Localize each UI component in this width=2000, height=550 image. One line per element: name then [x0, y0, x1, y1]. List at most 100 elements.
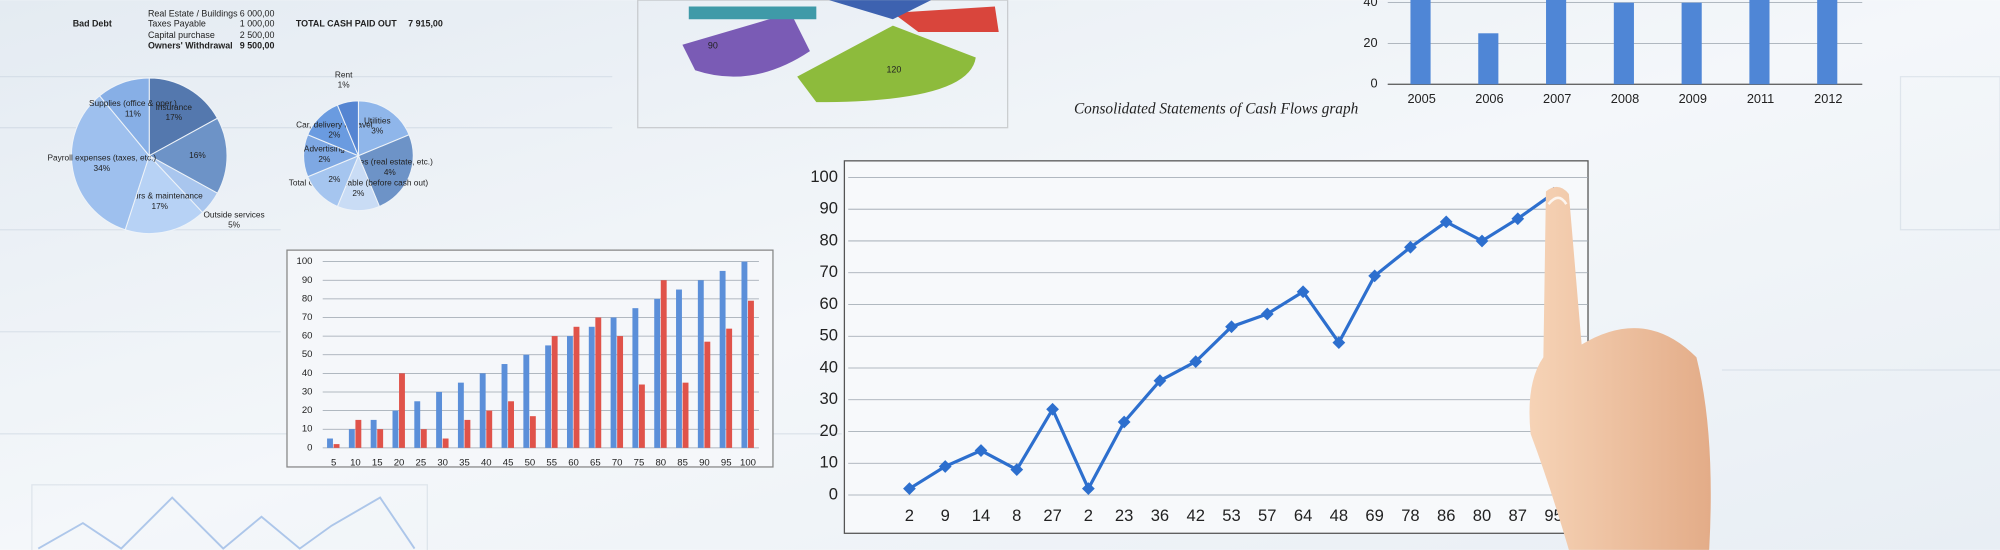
bar — [697, 280, 704, 448]
bar — [682, 382, 689, 448]
bar — [355, 419, 362, 448]
bar — [638, 384, 645, 448]
y-tick-label: 60 — [302, 331, 313, 342]
slice-value: 17% — [151, 201, 168, 211]
x-tick-label: 2009 — [1679, 91, 1707, 106]
x-tick-label: 85 — [677, 458, 688, 469]
pie-label: 120 — [886, 65, 901, 75]
slice-label: Repairs & maintenance — [117, 191, 203, 201]
y-tick-label: 60 — [820, 294, 838, 313]
data-point — [1046, 402, 1059, 416]
slice-value: 1% — [338, 80, 351, 90]
bar — [420, 429, 427, 448]
bar — [573, 326, 580, 448]
x-tick-label: 64 — [1294, 506, 1312, 525]
bar — [392, 410, 399, 448]
x-tick-label: 2006 — [1475, 91, 1503, 106]
data-point — [1260, 307, 1274, 321]
y-tick-label: 20 — [820, 421, 838, 440]
x-tick-label: 55 — [546, 458, 557, 469]
y-tick-label: 0 — [307, 442, 312, 453]
table-cell: Owners' Withdrawal — [148, 40, 233, 50]
data-point — [1189, 355, 1203, 369]
bar — [529, 416, 536, 448]
x-tick-label: 69 — [1365, 506, 1383, 525]
x-tick-label: 86 — [1437, 506, 1455, 525]
x-tick-label: 78 — [1401, 506, 1419, 525]
y-tick-label: 100 — [810, 167, 838, 186]
y-tick-label: 30 — [820, 389, 838, 408]
y-tick-label: 70 — [820, 262, 838, 281]
slice-label: Utilities — [364, 115, 391, 125]
bar — [719, 270, 726, 448]
x-tick-label: 57 — [1258, 506, 1276, 525]
data-point — [1081, 482, 1095, 496]
slice-label: Rent — [335, 69, 353, 79]
bar — [1749, 0, 1770, 85]
x-tick-label: 27 — [1043, 506, 1061, 525]
x-tick-label: 30 — [437, 458, 448, 469]
bar — [1546, 0, 1567, 85]
slice-label: Car, delivery & travel — [296, 120, 373, 130]
pie-slice — [357, 100, 410, 157]
x-tick-label: 8 — [1012, 506, 1021, 525]
bar — [333, 444, 340, 448]
x-tick-label: 2005 — [1407, 91, 1435, 106]
slice-label: Outside services — [203, 209, 264, 219]
table-cell: 9 500,00 — [240, 40, 275, 50]
table-cell: TOTAL CASH PAID OUT — [296, 19, 397, 29]
slice-value: 2% — [328, 174, 341, 184]
x-tick-label: 48 — [1330, 506, 1348, 525]
caption: Consolidated Statements of Cash Flows gr… — [1074, 100, 1359, 117]
hand — [1529, 186, 1711, 550]
x-tick-label: 60 — [568, 458, 579, 469]
x-tick-label: 90 — [699, 458, 710, 469]
data-point — [938, 460, 952, 473]
bar — [436, 391, 443, 448]
y-tick-label: 40 — [820, 357, 838, 376]
bar — [617, 336, 624, 448]
table-cell: Capital purchase — [148, 30, 215, 40]
slice-label: Advertising — [304, 144, 345, 154]
bar — [464, 419, 471, 448]
table-cell: 1 000,00 — [240, 19, 275, 29]
y-tick-label: 90 — [820, 199, 838, 218]
data-point — [1404, 240, 1417, 254]
bar — [566, 336, 573, 448]
x-tick-label: 50 — [525, 458, 536, 469]
x-tick-label: 23 — [1115, 506, 1133, 525]
bar — [1817, 0, 1838, 85]
x-tick-label: 9 — [941, 506, 950, 525]
x-tick-label: 53 — [1222, 506, 1240, 525]
y-tick-label: 100 — [297, 256, 313, 267]
x-tick-label: 2 — [1084, 506, 1093, 525]
slice-value: 2% — [328, 130, 341, 140]
data-point — [1475, 234, 1489, 248]
bar — [523, 354, 530, 448]
bar — [1410, 0, 1431, 85]
slice-value: 2% — [352, 188, 365, 198]
plot-frame — [843, 160, 1589, 534]
bar — [545, 345, 552, 448]
x-tick-label: 2011 — [1747, 91, 1774, 106]
bar — [704, 341, 711, 448]
bar — [676, 289, 682, 448]
bar — [370, 419, 377, 448]
slice-value: 16% — [189, 150, 206, 160]
bar — [414, 401, 421, 448]
y-tick-label: 50 — [820, 326, 838, 345]
bar — [654, 298, 661, 448]
x-tick-label: 14 — [972, 506, 990, 525]
slice-value: 3% — [371, 125, 384, 135]
y-tick-label: 50 — [302, 349, 313, 360]
slice-label: Payroll expenses (taxes, etc.) — [48, 153, 157, 163]
y-tick-label: 40 — [1363, 0, 1377, 9]
x-tick-label: 80 — [655, 458, 666, 469]
pie-label: 90 — [708, 40, 718, 50]
x-tick-label: 45 — [503, 458, 514, 469]
bar — [377, 429, 384, 448]
slice-value: 17% — [166, 112, 183, 122]
table-cell: Taxes Payable — [148, 19, 206, 29]
x-tick-label: 42 — [1186, 506, 1204, 525]
table-cell: 6 000,00 — [240, 9, 275, 19]
